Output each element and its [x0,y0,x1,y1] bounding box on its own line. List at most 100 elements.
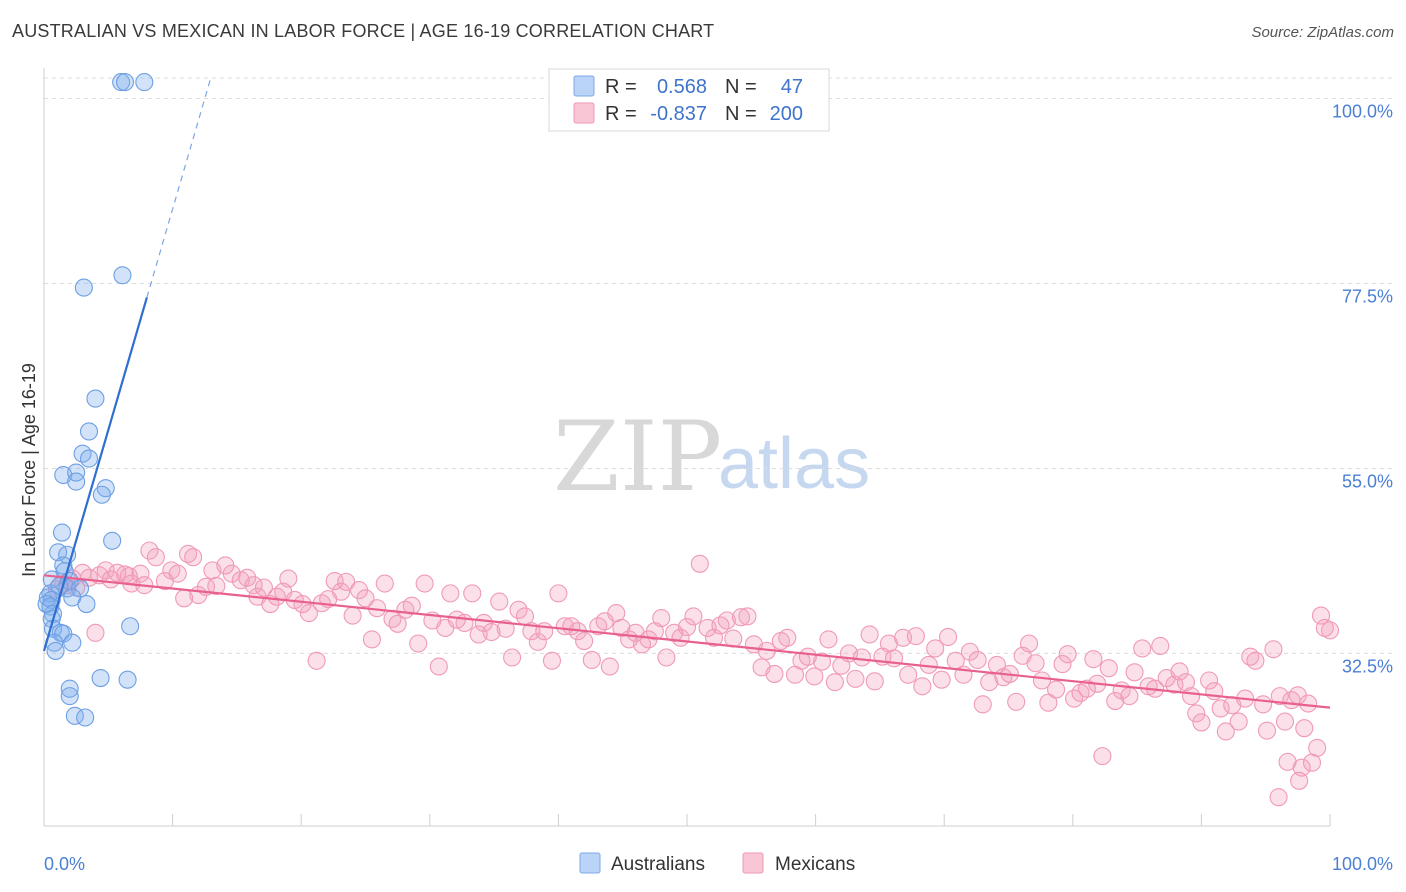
mexicans-point [575,632,594,651]
mexicans-point [1032,671,1051,690]
stats-legend: R = 0.568 N = 47 R = -0.837 N = 200 [548,68,830,132]
y-tick-labels: 100.0% 77.5% 55.0% 32.5% [1332,102,1393,677]
mexicans-point [542,651,562,670]
australians-point [112,73,131,92]
mexicans-point [906,627,925,646]
australians-point [103,531,122,550]
australians-point [91,668,110,688]
mexicans-point [293,595,312,614]
chart-title: AUSTRALIAN VS MEXICAN IN LABOR FORCE | A… [12,21,715,41]
mexicans-point [690,554,709,573]
mexicans-point [1099,659,1118,678]
mexicans-point [131,564,150,583]
mexicans-point [1182,687,1201,706]
mexicans-point [86,623,105,642]
mexicans-point [1047,680,1066,699]
mex-r-value: -0.837 [650,103,707,125]
mexicans-point [184,548,203,567]
australians-trend-line [42,297,148,652]
mexicans-point [1192,713,1211,732]
mexicans-points [47,541,1340,807]
mexicans-point [1275,712,1295,731]
gridlines [44,77,1395,654]
mexicans-point [645,622,664,641]
mexicans-point [441,584,460,603]
mexicans-point [731,608,751,627]
australians-point [79,422,99,441]
mexicans-point [1216,722,1235,741]
mexicans-trend-line [43,574,1331,709]
mexicans-point [388,614,407,633]
australians-point [135,73,154,92]
mex-n-label: N = [725,103,757,125]
mexicans-point [1020,634,1039,653]
mexicans-point [429,657,448,676]
mexicans-point [1084,650,1103,669]
australians-swatch [573,75,595,97]
mexicans-point [490,592,509,611]
mexicans-point [238,568,257,587]
mexicans-point [1026,654,1045,673]
y-tick-label: 77.5% [1342,286,1393,306]
australians-point [121,617,140,636]
australians-point [67,472,86,491]
mexicans-point [1295,719,1314,738]
mexicans-point [1125,663,1144,682]
mexicans-point [1292,758,1311,777]
mexicans-point [362,630,381,649]
australians-point [60,687,79,706]
mexicans-point [1200,671,1219,690]
mexicans-point [1257,721,1277,740]
mexicans-point [860,625,879,644]
mexicans-point [1264,640,1283,659]
mex-n-value: 200 [770,103,803,125]
mexicans-point [1270,687,1289,706]
mexicans-point [299,604,318,623]
mexicans-point [932,670,951,689]
mexicans-point [1308,738,1327,757]
mexicans-point [254,578,273,597]
series-legend: Australians Mexicans [579,852,855,875]
mexicans-point [973,695,992,714]
legend-australians-swatch [579,852,601,874]
mexicans-point [1133,639,1152,658]
mexicans-point [549,584,568,603]
mexicans-point [1176,673,1196,692]
mexicans-point [778,628,797,647]
australians-trend-extension [146,76,212,298]
mexicans-point [1269,788,1288,807]
legend-australians-label: Australians [611,854,705,875]
legend-mexicans-label: Mexicans [775,854,855,875]
aus-n-value: 47 [781,76,803,98]
mexicans-point [825,673,844,692]
axes [43,68,1331,827]
mexicans-point [1058,645,1077,664]
mexicans-point [337,572,356,591]
mexicans-point [1151,636,1170,656]
australians-point [115,73,135,92]
mexicans-point [846,669,865,688]
mexicans-point [343,606,362,625]
source-credit: Source: ZipAtlas.com [1251,24,1394,41]
aus-r-label: R = [605,76,637,98]
australians-point [77,595,96,614]
australians-points [37,73,154,727]
australians-point [74,278,93,297]
australians-point [86,389,105,408]
australians-point [118,670,137,689]
mexicans-point [865,672,884,691]
australians-point [52,523,72,542]
mexicans-point [168,564,187,583]
y-tick-label: 55.0% [1342,471,1393,491]
mexicans-point [812,652,832,671]
mexicans-point [1315,618,1334,637]
y-axis-label: In Labor Force | Age 16-19 [19,363,39,577]
mexicans-point [652,608,671,628]
watermark-zip: ZIP [553,401,722,513]
mexicans-point [765,664,784,683]
mexicans-point [899,665,918,684]
australians-point [63,633,82,652]
mexicans-swatch [573,102,595,124]
mexicans-point [657,648,676,667]
